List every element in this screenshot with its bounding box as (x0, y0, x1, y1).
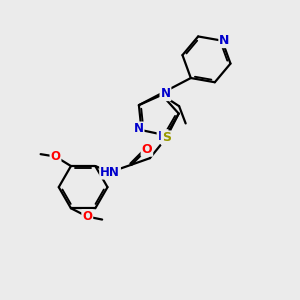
Text: S: S (162, 131, 171, 145)
Text: N: N (219, 34, 230, 47)
Text: O: O (50, 150, 61, 163)
Text: N: N (158, 130, 168, 143)
Text: N: N (160, 87, 170, 100)
Text: HN: HN (100, 166, 120, 178)
Text: O: O (142, 143, 152, 156)
Text: N: N (134, 122, 144, 135)
Text: O: O (82, 210, 92, 223)
